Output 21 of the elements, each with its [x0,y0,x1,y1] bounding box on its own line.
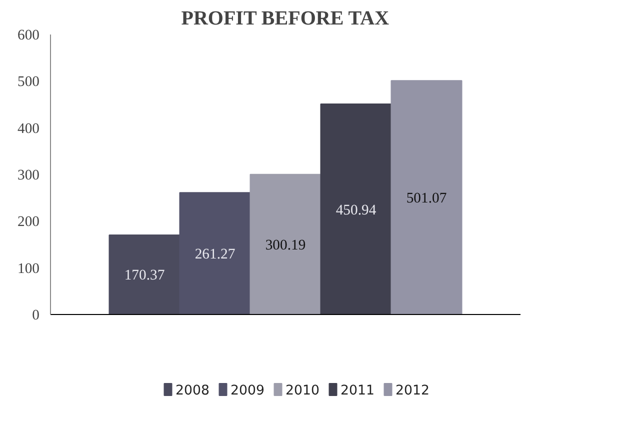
y-tick-label: 100 [18,260,40,277]
bar [250,174,322,314]
legend-label: 2010 [286,384,320,398]
data-label: 450.94 [336,202,377,218]
legend-label: 2011 [340,384,374,398]
legend-label: 2012 [396,384,430,398]
data-label: 170.37 [124,268,165,284]
data-label: 501.07 [406,190,447,207]
y-tick-label: 300 [18,168,40,184]
y-tick-label: 200 [18,214,40,230]
y-tick-label: 500 [18,74,40,90]
legend-label: 2009 [230,384,264,398]
y-tick-label: 400 [18,120,40,137]
legend-label: 2008 [176,384,210,398]
data-label: 300.19 [265,237,306,254]
y-tick-label: 0 [32,308,40,324]
bar [390,80,462,314]
bar [320,104,392,314]
chart-title: PROFIT BEFORE TAX [181,8,390,30]
y-tick-label: 600 [18,28,40,44]
data-label: 261.27 [194,246,236,263]
